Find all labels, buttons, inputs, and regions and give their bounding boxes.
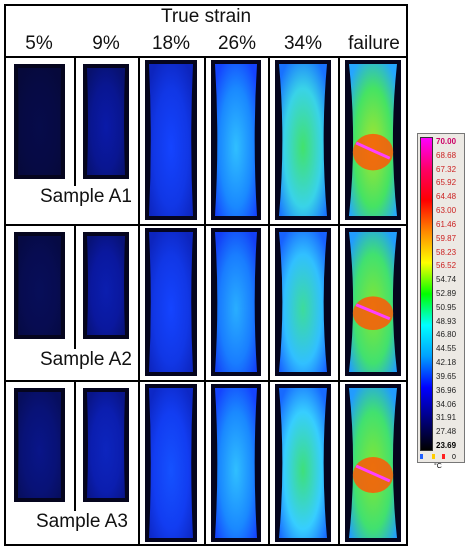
- specimen-body: [215, 388, 257, 538]
- scale-tick-label: 58.23: [436, 247, 457, 257]
- scale-tick-label: 54.74: [436, 275, 457, 285]
- header-title: True strain: [160, 6, 252, 27]
- scale-tick-label: 46.80: [436, 330, 457, 340]
- thermogram-r1-c4: [211, 60, 261, 220]
- thermogram-r3-c5: [275, 384, 331, 542]
- column-divider: [338, 56, 340, 546]
- specimen-body: [279, 232, 327, 372]
- scale-tick-label: 50.95: [436, 302, 457, 312]
- specimen-body: [149, 232, 193, 372]
- thermogram-r3-c4: [211, 384, 261, 542]
- sample-label-a3: Sample A3: [34, 511, 130, 533]
- specimen-body: [18, 236, 61, 335]
- column-divider: [204, 56, 206, 546]
- failure-crack: [355, 464, 391, 483]
- scale-tick-label: 61.46: [436, 219, 457, 229]
- thermogram-r1-c2: [83, 64, 129, 179]
- scale-tick-label: 70.00: [436, 137, 457, 146]
- specimen-body: [87, 392, 125, 498]
- scale-tick-label: 27.48: [436, 427, 457, 437]
- thermogram-r3-c6: [345, 384, 401, 542]
- failure-crack: [355, 303, 391, 321]
- specimen-body: [215, 64, 257, 216]
- footer-blue-swatch: [420, 454, 423, 459]
- footer-value: 0: [452, 454, 456, 461]
- thermogram-r1-c6: [345, 60, 401, 220]
- scale-unit: °C: [434, 463, 442, 470]
- column-label-34: 34%: [283, 33, 323, 54]
- thermogram-r1-c5: [275, 60, 331, 220]
- column-divider: [138, 56, 140, 546]
- specimen-body: [279, 388, 327, 538]
- specimen-body: [18, 392, 61, 498]
- scale-tick-label: 42.18: [436, 358, 457, 368]
- thermogram-r1-c1: [14, 64, 65, 179]
- scale-tick-label: 23.69: [436, 441, 457, 450]
- scale-tick-label: 52.89: [436, 289, 457, 298]
- figure-frame: [4, 4, 408, 546]
- column-divider: [74, 382, 76, 512]
- thermogram-r3-c2: [83, 388, 129, 502]
- thermogram-r2-c1: [14, 232, 65, 339]
- column-divider: [74, 226, 76, 349]
- scale-tick-label: 67.32: [436, 164, 457, 174]
- specimen-body: [279, 64, 327, 216]
- specimen-body: [215, 232, 257, 372]
- scale-tick-label: 68.68: [436, 150, 457, 160]
- thermogram-r2-c5: [275, 228, 331, 376]
- specimen-body: [87, 236, 125, 335]
- row-divider: [4, 56, 408, 58]
- thermogram-r2-c2: [83, 232, 129, 339]
- failure-crack: [355, 141, 391, 160]
- sample-label-a1: Sample A1: [38, 186, 134, 208]
- column-label-18: 18%: [151, 33, 191, 54]
- scale-tick-label: 65.92: [436, 178, 457, 188]
- specimen-body: [149, 64, 193, 216]
- column-label-9: 9%: [92, 33, 120, 54]
- column-label-5: 5%: [25, 33, 53, 54]
- scale-tick-label: 64.48: [436, 192, 457, 202]
- color-scale-bar: [420, 137, 433, 451]
- row-divider: [4, 380, 408, 382]
- thermogram-r2-c3: [145, 228, 197, 376]
- footer-red-swatch: [442, 454, 445, 459]
- specimen-body: [149, 388, 193, 538]
- scale-tick-label: 31.91: [436, 413, 457, 423]
- specimen-body: [87, 68, 125, 175]
- thermogram-r2-c4: [211, 228, 261, 376]
- specimen-body: [18, 68, 61, 175]
- row-divider: [4, 224, 408, 226]
- column-label-26: 26%: [217, 33, 257, 54]
- scale-tick-label: 48.93: [436, 316, 457, 326]
- scale-tick-label: 59.87: [436, 233, 457, 243]
- footer-yellow-swatch: [432, 454, 435, 459]
- scale-tick-label: 36.96: [436, 385, 457, 395]
- thermogram-r1-c3: [145, 60, 197, 220]
- thermogram-r2-c6: [345, 228, 401, 376]
- sample-label-a2: Sample A2: [38, 349, 134, 371]
- temperature-color-scale: 70.00 68.68 67.32 65.92 64.48 63.00 61.46 59.87…: [417, 133, 465, 470]
- scale-tick-label: 63.00: [436, 206, 457, 216]
- column-divider: [268, 56, 270, 546]
- scale-tick-label: 39.65: [436, 371, 457, 381]
- column-divider: [74, 56, 76, 186]
- column-label-failure: failure: [348, 33, 400, 54]
- thermogram-r3-c1: [14, 388, 65, 502]
- scale-tick-label: 34.06: [436, 399, 457, 409]
- scale-footer: 0 °C: [418, 453, 464, 470]
- scale-tick-label: 56.52: [436, 261, 457, 271]
- thermogram-r3-c3: [145, 384, 197, 542]
- scale-tick-label: 44.55: [436, 344, 457, 354]
